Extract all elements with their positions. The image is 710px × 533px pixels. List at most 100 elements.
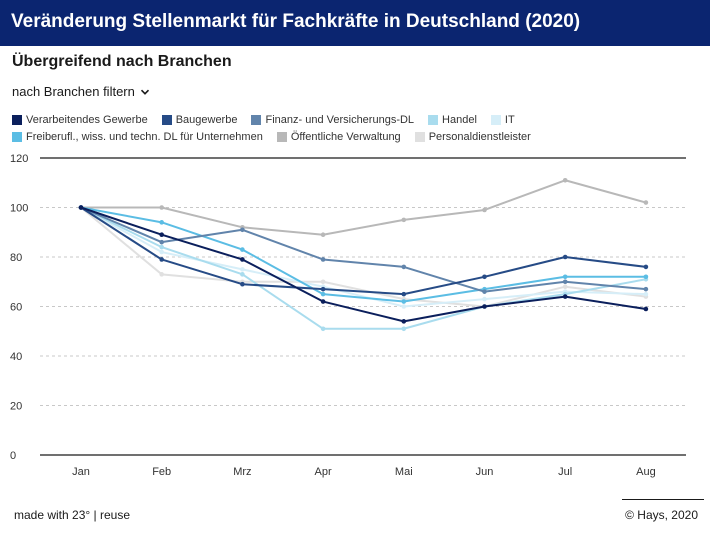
data-point [159, 220, 164, 225]
chevron-down-icon [140, 89, 149, 95]
x-tick-label: Jan [72, 466, 90, 478]
legend-label: Öffentliche Verwaltung [290, 131, 401, 143]
data-point [320, 286, 326, 292]
data-point [159, 232, 164, 238]
x-tick-label: Jun [476, 466, 494, 478]
title-bar: Veränderung Stellenmarkt für Fachkräfte … [0, 0, 710, 46]
legend-row: Freiberufl., wiss. und techn. DL für Unt… [12, 129, 702, 145]
data-point [240, 281, 245, 287]
y-tick-label: 20 [10, 401, 22, 413]
branch-filter-dropdown[interactable]: nach Branchen filtern [12, 84, 151, 99]
data-point [240, 247, 245, 252]
y-tick-label: 60 [10, 302, 22, 314]
data-point [562, 294, 568, 299]
data-point [401, 299, 407, 304]
legend-label: IT [504, 114, 515, 126]
reuse-link[interactable]: reuse [99, 508, 131, 522]
y-tick-label: 40 [10, 351, 22, 363]
chart-title: Veränderung Stellenmarkt für Fachkräfte … [11, 11, 581, 32]
series-line [80, 206, 646, 303]
data-point [401, 326, 407, 332]
data-point [159, 272, 164, 277]
data-point [320, 232, 326, 238]
chart-subtitle: Übergreifend nach Branchen [12, 53, 232, 70]
data-point [562, 177, 568, 183]
legend-label: Freiberufl., wiss. und techn. DL für Unt… [26, 131, 263, 143]
legend-swatch [12, 132, 22, 142]
series-line [81, 179, 647, 236]
footer-divider [622, 499, 704, 500]
legend-swatch [251, 115, 262, 125]
legend-item[interactable]: Handel [428, 114, 477, 126]
legend-swatch [12, 115, 22, 125]
legend-row: Verarbeitendes Gewerbe Baugewerbe Finanz- … [12, 112, 702, 128]
data-point [482, 296, 487, 302]
y-tick-label: 0 [10, 450, 16, 462]
data-point [562, 274, 568, 280]
legend-item[interactable]: Baugewerbe [161, 114, 238, 126]
data-point [159, 239, 164, 245]
y-tick-label: 80 [10, 252, 22, 264]
data-point [643, 291, 649, 297]
series-line [80, 206, 646, 308]
x-tick-label: Mrz [233, 466, 251, 478]
data-point [482, 289, 487, 294]
data-point [320, 326, 326, 332]
x-tick-label: Mai [395, 466, 413, 478]
data-point [320, 257, 326, 262]
data-point [159, 249, 164, 255]
data-point [240, 272, 245, 277]
data-point [159, 257, 164, 262]
data-point [401, 319, 407, 324]
data-point [482, 207, 487, 213]
series-line [80, 206, 647, 296]
legend-item[interactable]: Freiberufl., wiss. und techn. DL für Unt… [12, 131, 263, 143]
data-point [320, 299, 326, 304]
chart-legend: Verarbeitendes Gewerbe Baugewerbe Finanz- … [12, 112, 702, 146]
legend-swatch [276, 132, 287, 142]
legend-label: Finanz- und Versicherungs-DL [265, 114, 415, 126]
data-point [643, 274, 649, 280]
footer-credits: made with 23° | reuse [14, 508, 130, 522]
legend-swatch [428, 115, 439, 125]
x-tick-label: Jul [558, 466, 572, 478]
data-point [482, 304, 487, 309]
series-line [80, 206, 646, 293]
data-point [401, 217, 407, 223]
data-point [401, 264, 407, 270]
legend-item[interactable]: Personaldienstleister [414, 131, 531, 143]
x-tick-label: Apr [315, 466, 332, 478]
legend-label: Verarbeitendes Gewerbe [26, 114, 148, 126]
data-point [159, 205, 164, 210]
series-line [80, 206, 647, 323]
data-point [643, 264, 649, 270]
x-tick-label: Feb [152, 466, 171, 478]
legend-swatch [414, 132, 425, 142]
made-with-link[interactable]: made with 23° [14, 508, 91, 522]
footer-separator: | [93, 508, 97, 522]
data-point [240, 227, 245, 233]
data-point [401, 291, 407, 297]
y-tick-label: 100 [10, 203, 28, 215]
data-point [643, 286, 649, 292]
data-point [320, 279, 326, 285]
data-point [401, 304, 407, 309]
data-point [159, 244, 164, 250]
data-point [562, 254, 568, 260]
copyright: © Hays, 2020 [625, 508, 698, 522]
x-tick-label: Aug [636, 466, 656, 478]
legend-item[interactable]: Finanz- und Versicherungs-DL [251, 114, 414, 126]
data-point [562, 284, 568, 290]
data-point [482, 274, 487, 280]
legend-item[interactable]: Verarbeitendes Gewerbe [12, 114, 148, 126]
data-point [643, 200, 649, 205]
y-tick-label: 120 [10, 153, 28, 165]
legend-item[interactable]: IT [490, 114, 515, 126]
legend-label: Baugewerbe [175, 114, 238, 126]
data-point [562, 279, 568, 285]
data-point [240, 267, 245, 272]
legend-item[interactable]: Öffentliche Verwaltung [276, 131, 401, 143]
series-line [80, 206, 647, 330]
data-point [643, 306, 649, 312]
legend-label: Personaldienstleister [428, 131, 531, 143]
